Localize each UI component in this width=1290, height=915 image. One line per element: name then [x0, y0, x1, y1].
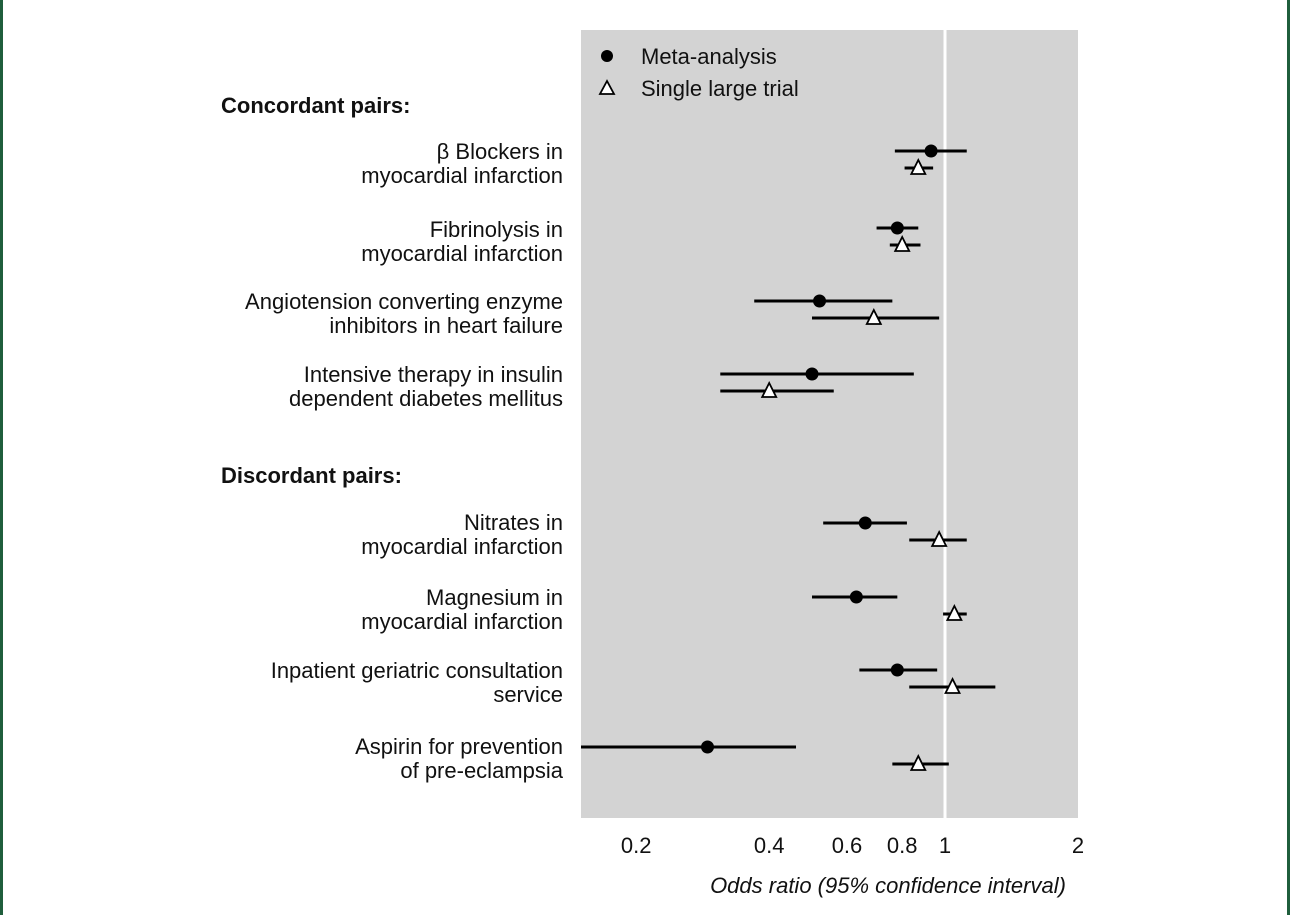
row-label: Fibrinolysis in — [430, 217, 563, 242]
row-label: myocardial infarction — [361, 163, 563, 188]
plot-panel — [581, 30, 1078, 818]
group-title: Discordant pairs: — [221, 463, 402, 488]
trial-point — [893, 234, 911, 252]
row-label: Magnesium in — [426, 585, 563, 610]
x-tick-label: 2 — [1072, 833, 1084, 858]
row-label: Inpatient geriatric consultation — [271, 658, 563, 683]
forest-plot: Meta-analysis Single large trial Concorda… — [221, 30, 1084, 898]
row-label: myocardial infarction — [361, 241, 563, 266]
trial-point — [944, 676, 961, 694]
group-title: Concordant pairs: — [221, 93, 410, 118]
meta-point — [805, 367, 819, 381]
x-tick-label: 0.4 — [754, 833, 785, 858]
trial-point — [930, 529, 948, 547]
legend-marker-triangle — [598, 79, 616, 95]
row-label: Intensive therapy in insulin — [304, 362, 563, 387]
row-label: of pre-eclampsia — [400, 758, 563, 783]
x-tick-label: 0.8 — [887, 833, 918, 858]
x-tick-label: 1 — [939, 833, 951, 858]
x-tick-label: 0.2 — [621, 833, 652, 858]
meta-point — [858, 516, 872, 530]
row-label: Aspirin for prevention — [355, 734, 563, 759]
meta-point — [890, 221, 904, 235]
meta-point — [813, 294, 827, 308]
legend-marker-circle — [601, 50, 613, 62]
legend-label: Meta-analysis — [641, 44, 777, 69]
row-label: dependent diabetes mellitus — [289, 386, 563, 411]
trial-point — [865, 307, 883, 325]
meta-point — [924, 144, 938, 158]
row-label: inhibitors in heart failure — [329, 313, 563, 338]
trial-point — [909, 753, 927, 771]
trial-point — [760, 380, 778, 398]
row-label: β Blockers in — [437, 139, 563, 164]
x-tick-label: 0.6 — [832, 833, 863, 858]
meta-point — [890, 663, 904, 677]
row-label: Nitrates in — [464, 510, 563, 535]
row-label: Angiotension converting enzyme — [245, 289, 563, 314]
trial-point — [909, 157, 927, 175]
meta-point — [849, 590, 863, 604]
row-label: myocardial infarction — [361, 534, 563, 559]
meta-point — [700, 740, 714, 754]
row-label: myocardial infarction — [361, 609, 563, 634]
row-label: service — [493, 682, 563, 707]
legend-label: Single large trial — [641, 76, 799, 101]
trial-point — [945, 603, 963, 621]
x-axis-label: Odds ratio (95% confidence interval) — [710, 873, 1066, 898]
